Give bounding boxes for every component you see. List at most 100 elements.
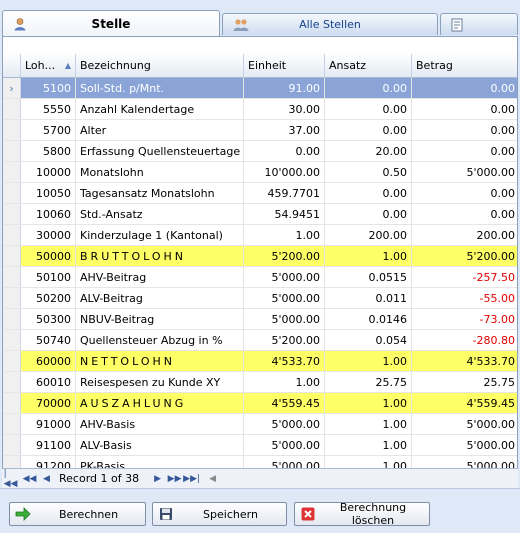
cell-betrag[interactable]: 5'000.00 — [466, 417, 515, 431]
cell-bezeichnung[interactable]: Tagesansatz Monatslohn — [76, 183, 244, 203]
speichern-button[interactable]: Speichern — [152, 502, 287, 526]
cell-lohnart[interactable]: 50000 — [21, 246, 76, 266]
cell-einheit[interactable]: 1.00 — [244, 225, 325, 245]
cell-betrag[interactable]: 25.75 — [483, 375, 516, 389]
cell-ansatz[interactable]: 200.00 — [325, 225, 412, 245]
cell-lohnart[interactable]: 91000 — [21, 414, 76, 434]
cell-einheit[interactable]: 37.00 — [244, 120, 325, 140]
table-row[interactable]: 50740 Quellensteuer Abzug in % 5'200.00 … — [3, 330, 517, 351]
cell-betrag[interactable]: -55.00 — [479, 291, 515, 305]
table-row[interactable]: 50200 ALV-Beitrag 5'000.00 0.011 -55.00 — [3, 288, 517, 309]
cell-lohnart[interactable]: 50200 — [21, 288, 76, 308]
cell-ansatz[interactable]: 0.054 — [325, 330, 412, 350]
cell-betrag[interactable]: 0.00 — [490, 207, 516, 221]
cell-einheit[interactable]: 0.00 — [244, 141, 325, 161]
tab-notes[interactable] — [440, 13, 518, 35]
cell-betrag[interactable]: 0.00 — [412, 78, 517, 98]
table-row-total[interactable]: 50000 BRUTTOLOHN 5'200.00 1.00 5'200.00 — [3, 246, 517, 267]
prev-record-icon[interactable]: ◀ — [43, 473, 50, 484]
cell-einheit[interactable]: 5'000.00 — [244, 414, 325, 434]
table-row[interactable]: 5800 Erfassung Quellensteuertage 0.00 20… — [3, 141, 517, 162]
cell-betrag[interactable]: 0.00 — [490, 123, 516, 137]
cell-lohnart[interactable]: 30000 — [21, 225, 76, 245]
first-page-icon[interactable]: |◀◀ — [3, 468, 18, 489]
cell-lohnart[interactable]: 60010 — [21, 372, 76, 392]
cell-einheit[interactable]: 5'000.00 — [244, 267, 325, 287]
cell-betrag[interactable]: -280.80 — [472, 333, 515, 347]
cell-lohnart[interactable]: 60000 — [21, 351, 76, 371]
cell-bezeichnung[interactable]: Anzahl Kalendertage — [76, 99, 244, 119]
cell-ansatz[interactable]: 0.00 — [325, 78, 412, 98]
cell-einheit[interactable]: 5'200.00 — [244, 246, 325, 266]
cell-ansatz[interactable]: 20.00 — [325, 141, 412, 161]
header-bezeichnung[interactable]: Bezeichnung — [76, 54, 244, 77]
cell-lohnart[interactable]: 50300 — [21, 309, 76, 329]
prev-page-icon[interactable]: ◀◀ — [22, 473, 37, 484]
cell-betrag[interactable]: -257.50 — [472, 270, 515, 284]
cell-einheit[interactable]: 4'533.70 — [244, 351, 325, 371]
table-row[interactable]: 91000 AHV-Basis 5'000.00 1.00 5'000.00 — [3, 414, 517, 435]
cell-bezeichnung[interactable]: Std.-Ansatz — [76, 204, 244, 224]
cell-betrag[interactable]: 4'533.70 — [412, 351, 517, 371]
berechnung-loeschen-button[interactable]: Berechnung löschen — [294, 501, 430, 527]
table-row-total[interactable]: 70000 AUSZAHLUNG 4'559.45 1.00 4'559.45 — [3, 393, 517, 414]
cell-lohnart[interactable]: 91100 — [21, 435, 76, 455]
cell-betrag[interactable]: 200.00 — [476, 228, 516, 242]
cell-bezeichnung[interactable]: ALV-Basis — [76, 435, 244, 455]
table-row[interactable]: 5550 Anzahl Kalendertage 30.00 0.00 0.00 — [3, 99, 517, 120]
cell-einheit[interactable]: 91.00 — [244, 78, 325, 98]
table-row[interactable]: 10000 Monatslohn 10'000.00 0.50 5'000.00 — [3, 162, 517, 183]
cell-einheit[interactable]: 5'000.00 — [244, 288, 325, 308]
cell-lohnart[interactable]: 5800 — [21, 141, 76, 161]
cell-ansatz[interactable]: 1.00 — [325, 435, 412, 455]
cell-einheit[interactable]: 30.00 — [244, 99, 325, 119]
cell-betrag[interactable]: 5'000.00 — [466, 438, 515, 452]
cell-ansatz[interactable]: 1.00 — [325, 393, 412, 413]
cell-einheit[interactable]: 54.9451 — [244, 204, 325, 224]
cell-bezeichnung[interactable]: AHV-Beitrag — [76, 267, 244, 287]
table-row[interactable]: 10060 Std.-Ansatz 54.9451 0.00 0.00 — [3, 204, 517, 225]
cell-lohnart[interactable]: 5700 — [21, 120, 76, 140]
cell-lohnart[interactable]: 10050 — [21, 183, 76, 203]
cell-ansatz[interactable]: 1.00 — [325, 414, 412, 434]
cell-einheit[interactable]: 4'559.45 — [244, 393, 325, 413]
cell-betrag[interactable]: 5'200.00 — [412, 246, 517, 266]
table-row[interactable]: 50100 AHV-Beitrag 5'000.00 0.0515 -257.5… — [3, 267, 517, 288]
cell-bezeichnung[interactable]: NETTOLOHN — [76, 351, 244, 371]
cell-betrag[interactable]: 0.00 — [490, 144, 516, 158]
cell-bezeichnung[interactable]: BRUTTOLOHN — [76, 246, 244, 266]
header-einheit[interactable]: Einheit — [244, 54, 325, 77]
cell-einheit[interactable]: 5'000.00 — [244, 435, 325, 455]
cell-einheit[interactable]: 10'000.00 — [244, 162, 325, 182]
cell-bezeichnung[interactable]: AHV-Basis — [76, 414, 244, 434]
cell-einheit[interactable]: 459.7701 — [244, 183, 325, 203]
cell-ansatz[interactable]: 0.0515 — [325, 267, 412, 287]
cell-ansatz[interactable]: 25.75 — [325, 372, 412, 392]
cell-betrag[interactable]: 5'000.00 — [466, 165, 515, 179]
table-row[interactable]: 5700 Alter 37.00 0.00 0.00 — [3, 120, 517, 141]
cell-lohnart[interactable]: 10060 — [21, 204, 76, 224]
table-row[interactable]: › 5100 Soll-Std. p/Mnt. 91.00 0.00 0.00 — [3, 78, 517, 99]
cell-betrag[interactable]: -73.00 — [479, 312, 515, 326]
table-row[interactable]: 50300 NBUV-Beitrag 5'000.00 0.0146 -73.0… — [3, 309, 517, 330]
cell-bezeichnung[interactable]: Soll-Std. p/Mnt. — [76, 78, 244, 98]
table-row-total[interactable]: 60000 NETTOLOHN 4'533.70 1.00 4'533.70 — [3, 351, 517, 372]
header-ansatz[interactable]: Ansatz — [325, 54, 412, 77]
cell-einheit[interactable]: 5'000.00 — [244, 309, 325, 329]
cell-bezeichnung[interactable]: Kinderzulage 1 (Kantonal) — [76, 225, 244, 245]
cell-ansatz[interactable]: 0.011 — [325, 288, 412, 308]
cell-lohnart[interactable]: 5100 — [21, 78, 76, 98]
cell-betrag[interactable]: 0.00 — [490, 102, 516, 116]
table-row[interactable]: 91100 ALV-Basis 5'000.00 1.00 5'000.00 — [3, 435, 517, 456]
cell-lohnart[interactable]: 5550 — [21, 99, 76, 119]
cell-lohnart[interactable]: 50100 — [21, 267, 76, 287]
header-betrag[interactable]: Betrag — [412, 54, 517, 77]
cell-ansatz[interactable]: 0.00 — [325, 204, 412, 224]
table-row[interactable]: 10050 Tagesansatz Monatslohn 459.7701 0.… — [3, 183, 517, 204]
cell-ansatz[interactable]: 0.00 — [325, 183, 412, 203]
next-record-icon[interactable]: ▶ — [154, 473, 162, 484]
table-row[interactable]: 30000 Kinderzulage 1 (Kantonal) 1.00 200… — [3, 225, 517, 246]
berechnen-button[interactable]: Berechnen — [9, 502, 146, 526]
tab-stelle[interactable]: Stelle — [2, 10, 220, 36]
cell-ansatz[interactable]: 0.00 — [325, 120, 412, 140]
